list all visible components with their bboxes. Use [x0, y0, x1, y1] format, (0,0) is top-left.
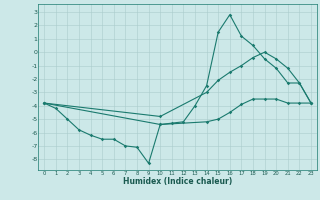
X-axis label: Humidex (Indice chaleur): Humidex (Indice chaleur) [123, 177, 232, 186]
